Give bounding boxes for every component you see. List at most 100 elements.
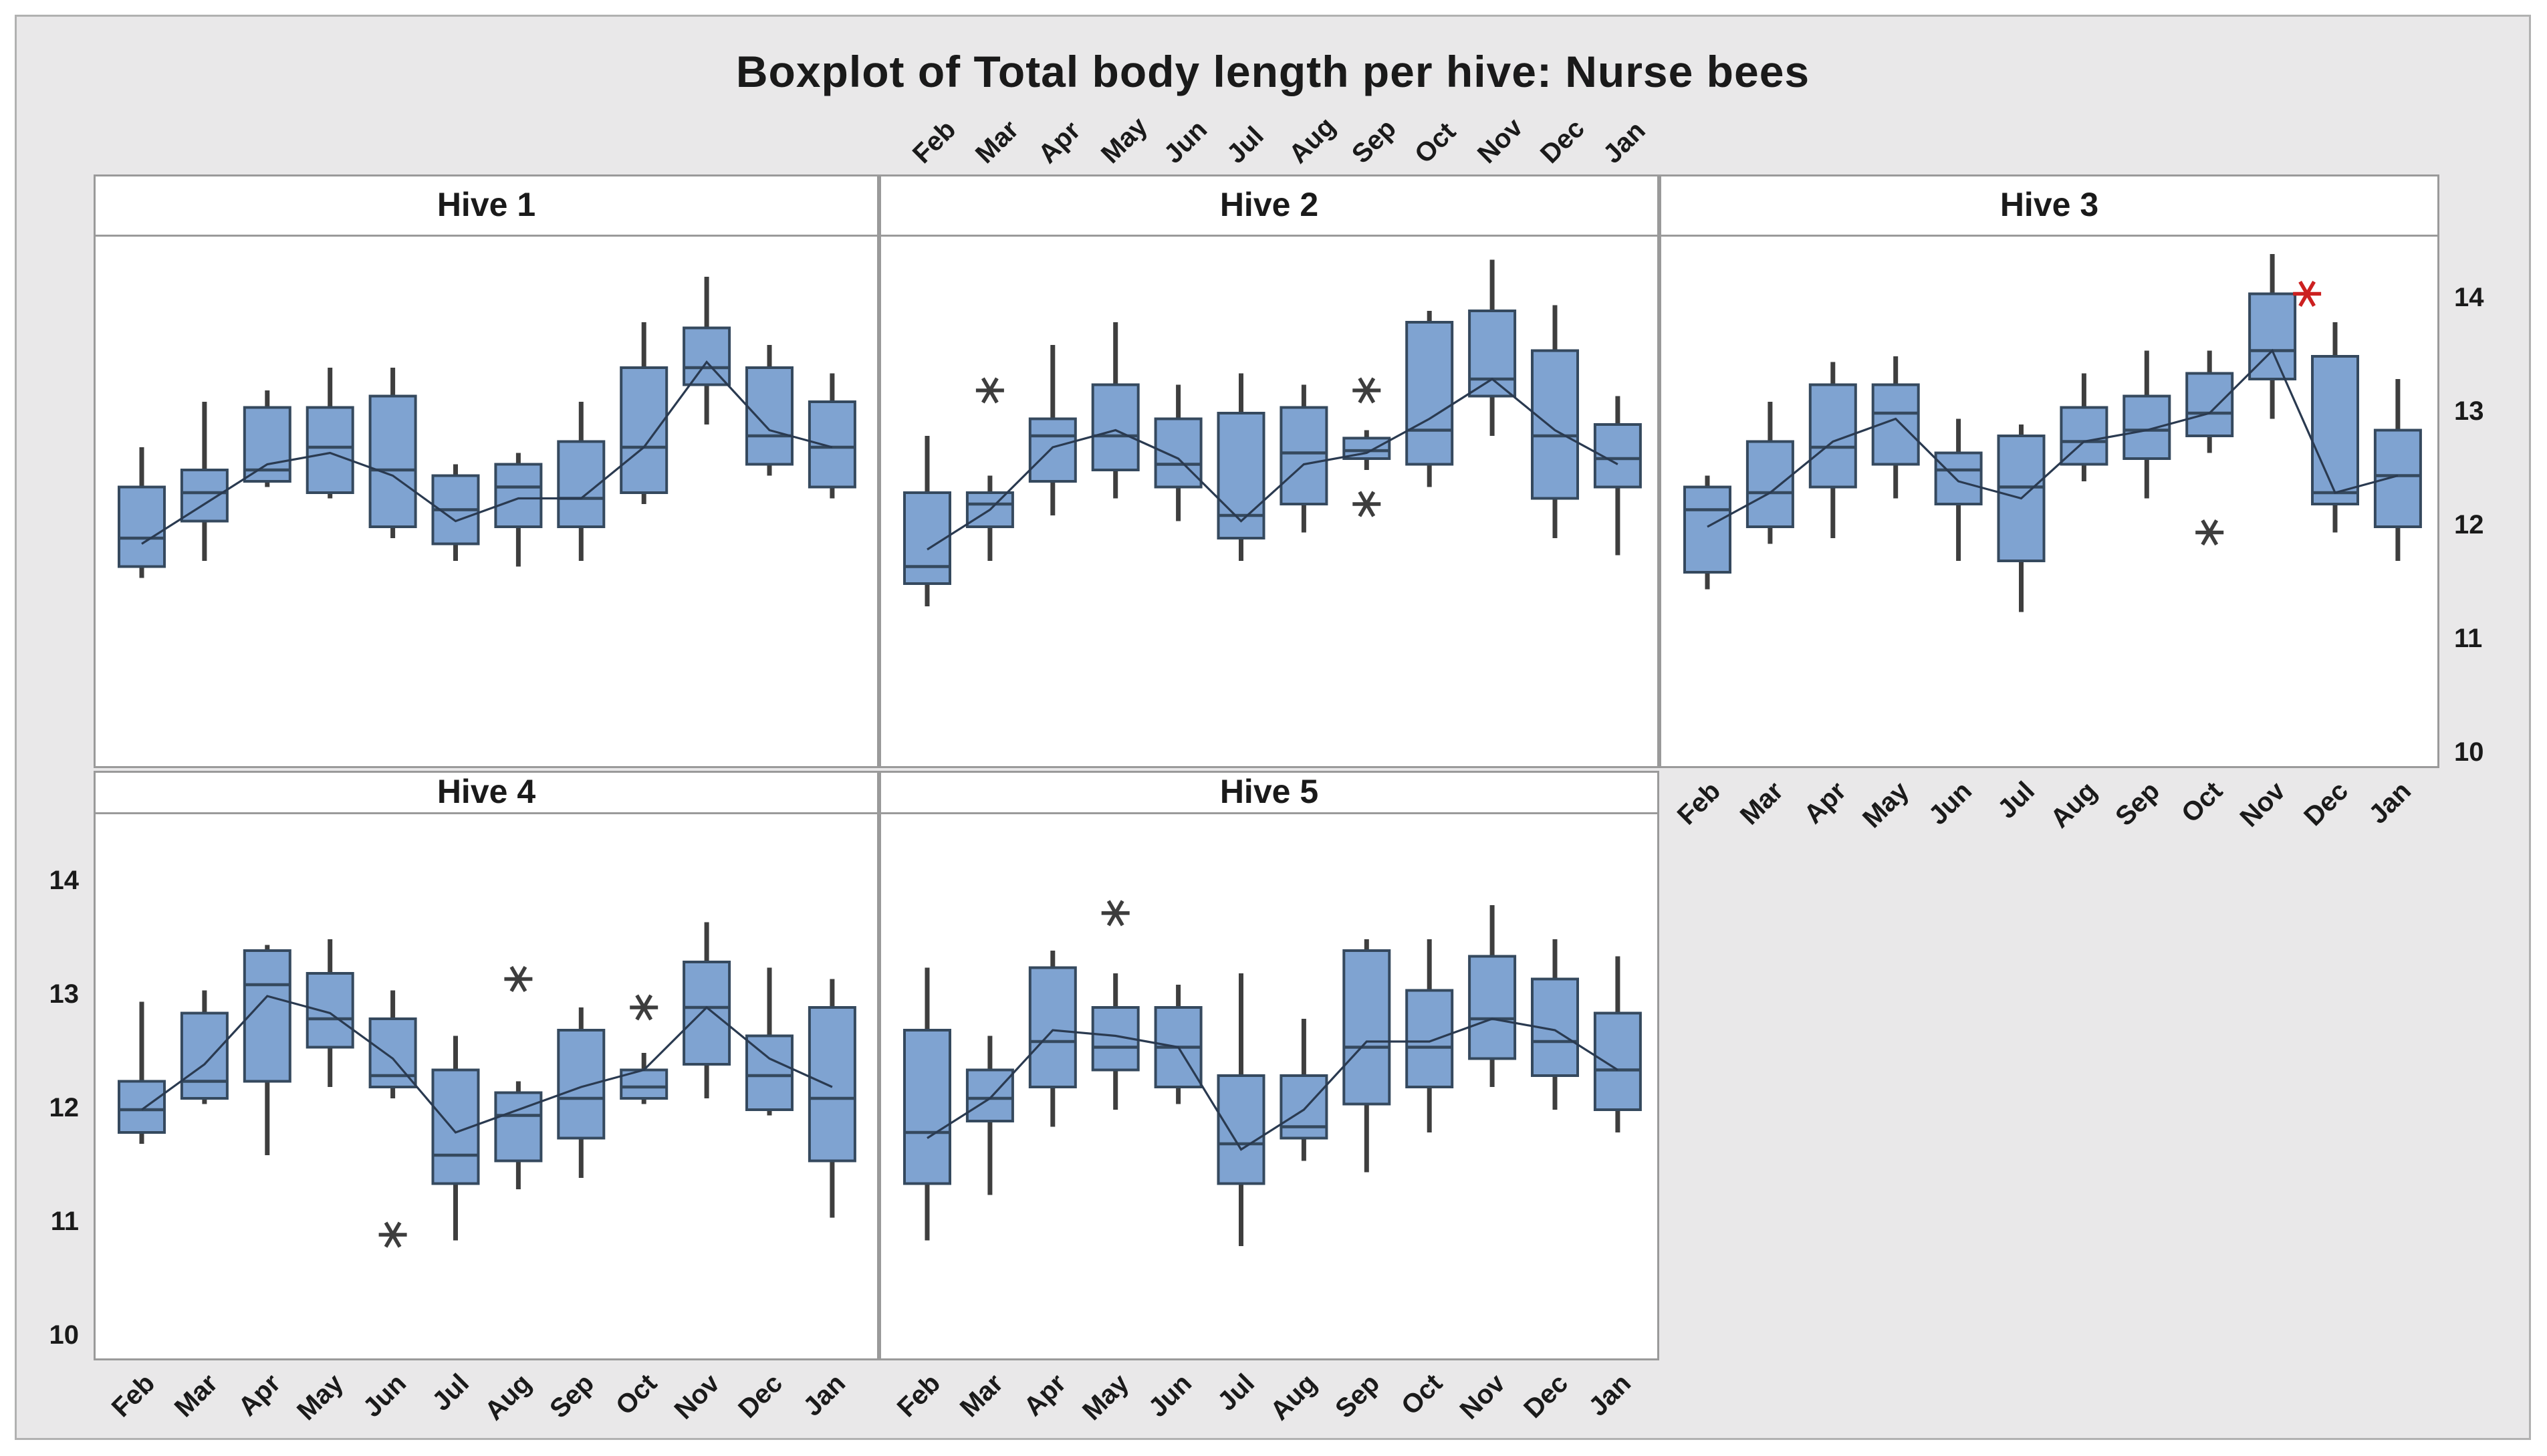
month-label-top: May	[1095, 111, 1153, 169]
asterisk-spoke	[1106, 900, 1124, 927]
panel-hive-2: Hive 2	[879, 174, 1659, 768]
panel-title-hive-5: Hive 5	[1219, 773, 1319, 810]
box-May	[1091, 383, 1140, 471]
mean-connect-line	[141, 360, 833, 545]
box-Oct	[1405, 321, 1454, 466]
y-tick-label-left: 11	[50, 1207, 79, 1236]
month-label-top: Aug	[1284, 111, 1342, 169]
box-Sep	[1342, 437, 1391, 460]
box-Aug	[494, 463, 543, 528]
panel-title-hive-2: Hive 2	[1219, 186, 1319, 223]
asterisk-spoke	[1358, 491, 1376, 517]
boxplot-area-hive-3	[1661, 235, 2437, 766]
mean-connect-line	[1707, 348, 2399, 528]
box-Feb	[903, 1029, 951, 1185]
box-Feb	[903, 491, 951, 585]
box-Jan	[2373, 429, 2422, 528]
box-Feb	[118, 485, 166, 568]
y-tick-label-left: 12	[49, 1093, 80, 1122]
box-Apr	[243, 949, 291, 1083]
y-tick-label-right: 14	[2454, 283, 2484, 312]
box-Oct	[620, 366, 669, 494]
box-Jul	[1217, 412, 1265, 539]
box-Sep	[2122, 394, 2171, 460]
box-Nov	[683, 961, 731, 1066]
box-Dec	[1531, 349, 1579, 500]
box-Dec	[2311, 355, 2359, 505]
box-Oct	[1405, 989, 1454, 1088]
y-tick-label-left: 14	[49, 866, 80, 895]
outlier-icon-Jun	[378, 1221, 407, 1248]
box-May	[306, 406, 354, 494]
month-label-top: Dec	[1534, 113, 1590, 169]
y-tick-label-right: 12	[2454, 510, 2484, 539]
box-Jun	[368, 394, 417, 528]
boxplot-area-hive-1	[96, 235, 877, 766]
panel-header: Hive 1	[96, 176, 877, 237]
box-Jun	[1154, 417, 1203, 489]
box-Mar	[965, 1068, 1014, 1122]
extreme-outlier-icon-Nov	[2293, 280, 2322, 308]
mean-connect-line	[927, 1017, 1618, 1151]
chart-title: Boxplot of Total body length per hive: N…	[735, 47, 1810, 96]
y-tick-label-right: 11	[2454, 624, 2483, 653]
month-label-top: Oct	[1409, 116, 1462, 169]
asterisk-spoke	[981, 377, 999, 404]
figure-background: Boxplot of Total body length per hive: N…	[15, 15, 2531, 1440]
panel-title-hive-3: Hive 3	[1999, 186, 2099, 223]
month-label-top: Sep	[1346, 114, 1403, 169]
panel-header: Hive 5	[881, 773, 1657, 814]
panel-hive-5: Hive 5	[879, 771, 1659, 1360]
panel-hive-1: Hive 1	[94, 174, 879, 768]
panel-hive-4: Hive 4	[94, 771, 879, 1360]
box-Mar	[1745, 440, 1794, 528]
outlier-icon-Sep	[1352, 491, 1381, 517]
box-Aug	[1280, 1074, 1328, 1140]
box-Jun	[1934, 451, 1983, 505]
outlier-icon-Oct	[2195, 519, 2224, 546]
panel-header: Hive 4	[96, 773, 877, 814]
outlier-icon-Oct	[630, 994, 658, 1021]
outlier-icon-Aug	[504, 965, 533, 993]
asterisk-spoke	[509, 965, 527, 993]
boxplot-svg-hive-5	[903, 900, 1642, 1246]
month-label-top: Nov	[1471, 112, 1529, 169]
panel-title-hive-1: Hive 1	[437, 186, 536, 223]
box-Nov	[683, 326, 731, 386]
box-May	[306, 972, 354, 1049]
box-Jul	[1217, 1074, 1265, 1185]
asterisk-spoke	[1358, 377, 1376, 404]
boxplot-svg-hive-1	[118, 277, 856, 578]
box-Oct	[2185, 372, 2234, 437]
outlier-icon-May	[1101, 900, 1130, 927]
box-Apr	[1028, 966, 1077, 1088]
box-Feb	[1683, 485, 1731, 574]
box-Feb	[118, 1080, 166, 1134]
y-tick-label-left: 13	[49, 979, 80, 1009]
box-Mar	[180, 1011, 229, 1100]
box-Jan	[808, 400, 856, 489]
month-label-top: Jan	[1597, 116, 1651, 169]
box-Dec	[745, 366, 794, 466]
panel-header: Hive 3	[1661, 176, 2437, 237]
month-label-top: Jun	[1158, 114, 1213, 169]
box-Nov	[1468, 310, 1517, 398]
month-label-top: Jul	[1221, 121, 1269, 169]
boxplot-area-hive-5	[881, 812, 1657, 1359]
y-tick-label-left: 10	[49, 1320, 80, 1350]
box-Aug	[1280, 406, 1328, 505]
asterisk-spoke	[384, 1221, 402, 1248]
asterisk-spoke	[2298, 280, 2316, 308]
box-Sep	[557, 440, 606, 528]
month-label-top: Mar	[969, 114, 1025, 169]
y-tick-label-right: 13	[2454, 396, 2484, 426]
box-Sep	[1342, 949, 1391, 1106]
panel-header: Hive 2	[881, 176, 1657, 237]
outlier-icon-Mar	[975, 377, 1004, 404]
box-Jan	[808, 1006, 856, 1163]
month-label-top: Feb	[906, 114, 962, 169]
month-label-top: Apr	[1032, 116, 1086, 169]
mean-connect-line	[141, 995, 833, 1134]
asterisk-spoke	[635, 994, 653, 1021]
